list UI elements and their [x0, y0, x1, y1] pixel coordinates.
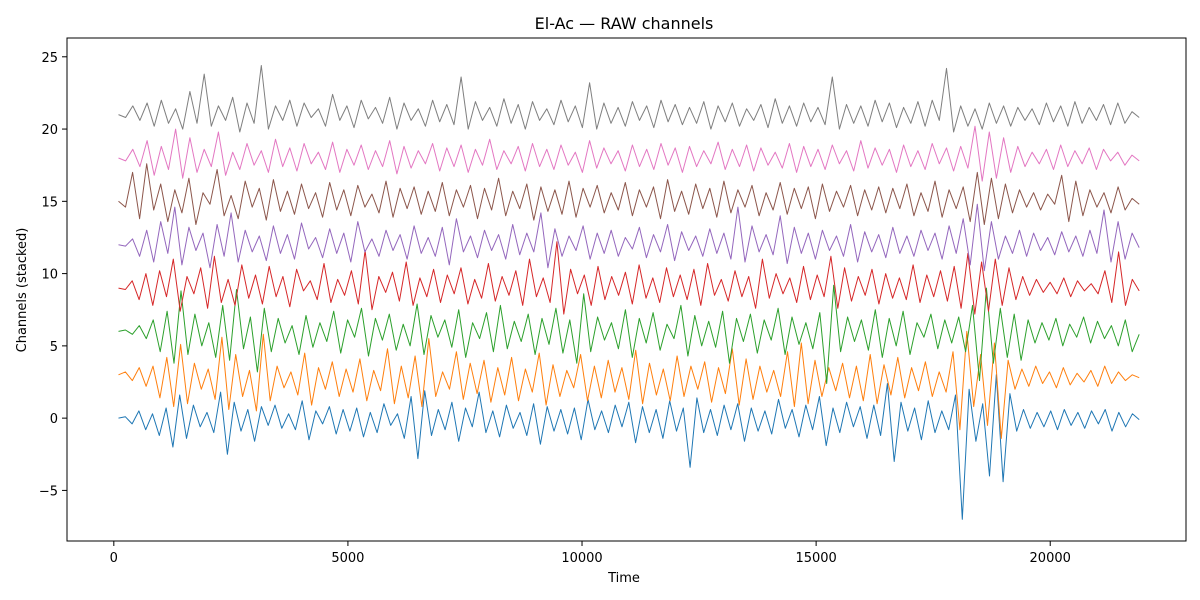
- y-tick-label: 0: [50, 412, 58, 427]
- y-tick-label: 15: [41, 195, 58, 210]
- y-tick-label: 10: [41, 268, 58, 283]
- y-tick-label: −5: [39, 484, 58, 499]
- x-tick-label: 10000: [561, 551, 602, 566]
- x-tick-label: 5000: [331, 551, 364, 566]
- x-axis-label: Time: [607, 571, 640, 586]
- y-axis-label: Channels (stacked): [15, 228, 30, 353]
- channel-line-4: [118, 203, 1140, 272]
- y-tick-label: 20: [41, 123, 58, 138]
- chart-title: El-Ac — RAW channels: [535, 14, 714, 33]
- plot-frame: [66, 37, 1187, 542]
- channel-line-1: [118, 330, 1140, 439]
- channel-line-0: [118, 374, 1140, 520]
- channel-line-5: [118, 163, 1140, 225]
- x-axis: 0 5000 10000 15000 20000: [110, 541, 1071, 566]
- x-tick-label: 20000: [1030, 551, 1071, 566]
- y-axis: −5 0 5 10 15 20 25: [39, 51, 67, 499]
- channel-line-2: [118, 284, 1140, 384]
- channel-line-7: [118, 65, 1140, 133]
- channel-line-3: [118, 241, 1140, 315]
- x-tick-label: 15000: [795, 551, 836, 566]
- y-tick-label: 5: [50, 340, 58, 355]
- x-tick-label: 0: [110, 551, 118, 566]
- channel-line-6: [118, 125, 1140, 182]
- plot-area: [118, 65, 1140, 520]
- y-tick-label: 25: [41, 51, 58, 66]
